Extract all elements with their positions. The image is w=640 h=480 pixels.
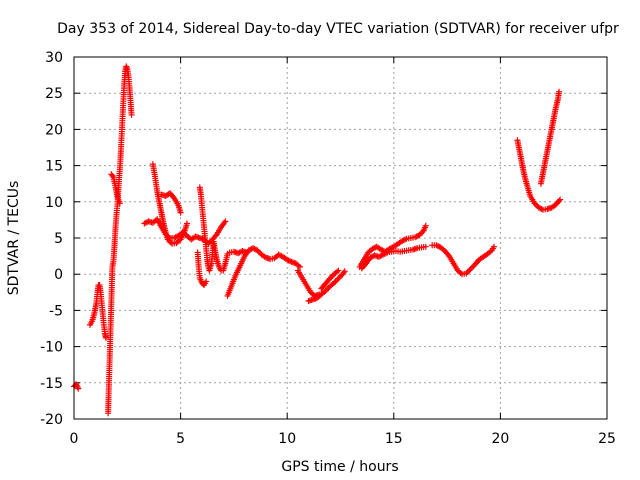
y-tick-label: 5 [54,231,63,247]
data-point [413,233,420,240]
y-tick-label: -10 [40,340,63,356]
x-tick-label: 20 [491,431,509,447]
data-point [467,266,474,273]
data-point [445,251,452,258]
data-point [243,249,250,256]
plot-frame [73,56,608,420]
data-point [491,243,498,250]
data-point [333,276,340,283]
data-point [170,193,177,200]
axis-ticks: 0 5 10 15 20 25 -20 -15 -10 -5 0 5 10 15 20 25 30 [40,50,616,447]
data-point [468,264,475,271]
y-tick-label: 30 [45,50,63,66]
x-tick-label: 0 [70,431,79,447]
data-points [71,63,564,417]
data-point [422,222,429,229]
data-point [109,172,116,179]
x-tick-label: 25 [598,431,616,447]
data-point [336,274,343,281]
y-tick-label: -20 [40,412,63,428]
data-point [236,249,243,256]
data-point [251,245,258,252]
y-tick-label: 10 [45,195,63,211]
data-point [335,275,342,282]
data-point [341,268,348,275]
grid [74,57,607,419]
data-point [183,220,190,227]
x-tick-label: 15 [385,431,403,447]
data-point [466,267,473,274]
data-point [75,385,82,392]
data-point [142,219,149,226]
data-point [116,200,123,207]
data-point [557,196,564,203]
y-axis-label: SDTVAR / TECUs [6,181,22,296]
y-tick-label: 0 [54,267,63,283]
x-tick-label: 5 [176,431,185,447]
data-point [167,239,174,246]
chart-title: Day 353 of 2014, Sidereal Day-to-day VTE… [57,21,619,37]
data-point [422,243,429,250]
data-point [177,209,184,216]
data-point [296,263,303,270]
x-tick-label: 10 [278,431,296,447]
x-axis-label: GPS time / hours [281,459,398,475]
data-point [212,232,219,239]
y-tick-label: -15 [40,376,63,392]
data-point [102,334,109,341]
data-point [222,218,229,225]
data-point [128,111,135,118]
y-tick-label: 25 [45,86,63,102]
data-point [556,88,563,95]
y-tick-label: 15 [45,159,63,175]
data-point [556,197,563,204]
y-tick-label: 20 [45,122,63,138]
data-point [203,278,210,285]
y-tick-label: -5 [49,303,63,319]
data-point [335,267,342,274]
